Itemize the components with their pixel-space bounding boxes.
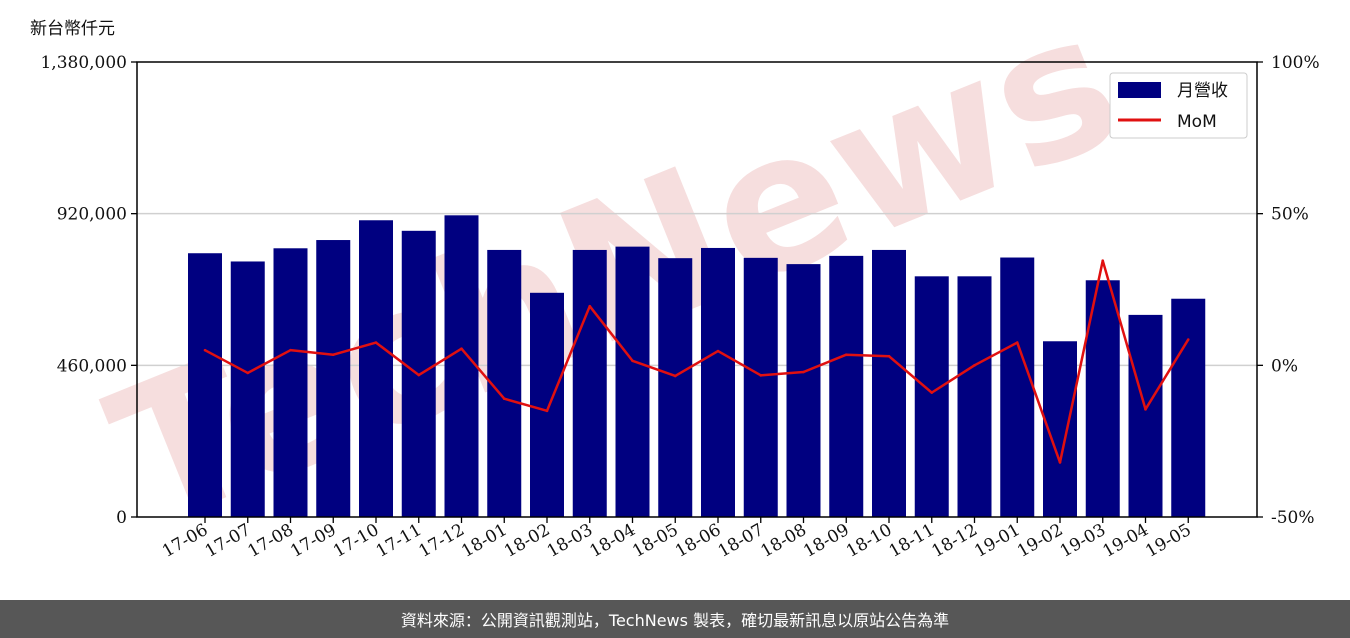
x-tick-label: 19-03 — [1057, 520, 1109, 562]
plot-frame — [136, 61, 1258, 518]
x-tick-label: 18-09 — [800, 520, 852, 562]
mom-point-18-08 — [802, 370, 805, 374]
mom-point-18-10 — [887, 354, 891, 358]
right-tick-label: 0% — [1271, 356, 1298, 376]
bar-18-05 — [658, 258, 693, 517]
right-tick-label: 100% — [1271, 53, 1320, 73]
bar-18-03 — [572, 249, 607, 517]
left-tick-label: 920,000 — [57, 205, 127, 225]
bar-18-12 — [957, 276, 992, 517]
mom-point-19-05 — [1186, 338, 1190, 341]
x-tick-label: 18-10 — [843, 520, 895, 562]
mom-point-17-06 — [203, 348, 207, 352]
x-tick-label: 19-05 — [1142, 520, 1194, 562]
mom-point-18-06 — [716, 349, 720, 353]
mom-point-18-03 — [588, 304, 592, 308]
bar-19-01 — [1000, 257, 1035, 517]
x-tick-label: 19-04 — [1100, 520, 1152, 562]
mom-point-19-02 — [1058, 461, 1062, 464]
bar-18-02 — [530, 292, 564, 517]
bar-17-08 — [273, 248, 308, 517]
mom-point-18-04 — [631, 359, 634, 363]
x-tick-label: 18-08 — [758, 520, 810, 562]
right-tick-label: 50% — [1271, 205, 1309, 225]
bar-17-09 — [316, 240, 351, 518]
chart: 新台幣仟元 TechNews 0 460,000 920,000 1,380,000 -5… — [30, 0, 1320, 570]
bar-18-11 — [914, 276, 949, 517]
right-tick-label: -50% — [1271, 508, 1315, 528]
bar-18-06 — [701, 247, 735, 517]
bar-18-01 — [487, 249, 522, 517]
bar-17-06 — [188, 253, 222, 518]
mom-point-18-12 — [973, 364, 976, 367]
bar-18-04 — [615, 246, 650, 517]
left-tick-label: 1,380,000 — [40, 53, 127, 73]
mom-point-19-03 — [1101, 259, 1105, 262]
legend-label-revenue: 月營收 — [1177, 81, 1228, 101]
source-footer: 資料來源：公開資訊觀測站，TechNews 製表，確切最新訊息以原站公告為準 — [0, 600, 1350, 638]
x-tick-label: 17-09 — [287, 520, 339, 562]
mom-point-19-04 — [1144, 408, 1147, 411]
x-tick-label: 18-12 — [929, 520, 981, 562]
bar-17-07 — [230, 261, 265, 517]
left-tick-label: 0 — [116, 508, 127, 528]
mom-point-17-09 — [331, 353, 335, 357]
chart-svg: TechNews0460,000920,0001,380,000-50%0%50… — [40, 0, 1320, 570]
x-tick-label: 17-12 — [416, 520, 468, 562]
x-tick-label: 18-02 — [501, 520, 553, 562]
mom-point-17-11 — [417, 373, 421, 377]
mom-point-17-12 — [460, 347, 463, 350]
legend-label-mom: MoM — [1177, 112, 1217, 132]
mom-point-19-01 — [1015, 341, 1019, 344]
mom-line — [204, 259, 1190, 464]
bar-18-10 — [872, 249, 906, 517]
x-tick-label: 17-11 — [373, 520, 425, 562]
bar-17-12 — [444, 215, 479, 517]
mom-point-17-08 — [289, 348, 292, 352]
x-tick-label: 19-01 — [971, 520, 1023, 562]
x-tick-label: 18-04 — [587, 520, 639, 562]
x-tick-label: 18-05 — [629, 520, 681, 562]
left-tick-label: 460,000 — [57, 356, 127, 376]
bar-18-07 — [743, 257, 778, 517]
mom-point-18-09 — [844, 353, 848, 357]
x-tick-label: 17-10 — [330, 520, 382, 562]
mom-point-17-07 — [246, 371, 250, 375]
bar-19-05 — [1171, 298, 1206, 517]
x-tick-label: 18-06 — [672, 520, 724, 562]
bar-18-08 — [786, 264, 821, 517]
bar-17-10 — [359, 220, 393, 517]
mom-point-18-11 — [930, 391, 934, 394]
x-tick-label: 18-03 — [544, 520, 596, 562]
mom-point-18-05 — [673, 374, 677, 378]
bar-18-09 — [829, 255, 864, 517]
mom-point-17-10 — [374, 341, 378, 344]
x-tick-label: 18-01 — [458, 520, 510, 562]
x-tick-label: 19-02 — [1014, 520, 1066, 562]
mom-point-18-02 — [545, 409, 549, 413]
mom-point-18-07 — [759, 374, 763, 377]
legend-swatch-bar — [1118, 82, 1161, 98]
y-unit-label: 新台幣仟元 — [30, 19, 115, 39]
x-tick-label: 18-11 — [886, 520, 938, 562]
x-tick-label: 18-07 — [715, 520, 767, 562]
mom-point-18-01 — [502, 397, 506, 401]
bar-19-04 — [1128, 314, 1163, 517]
